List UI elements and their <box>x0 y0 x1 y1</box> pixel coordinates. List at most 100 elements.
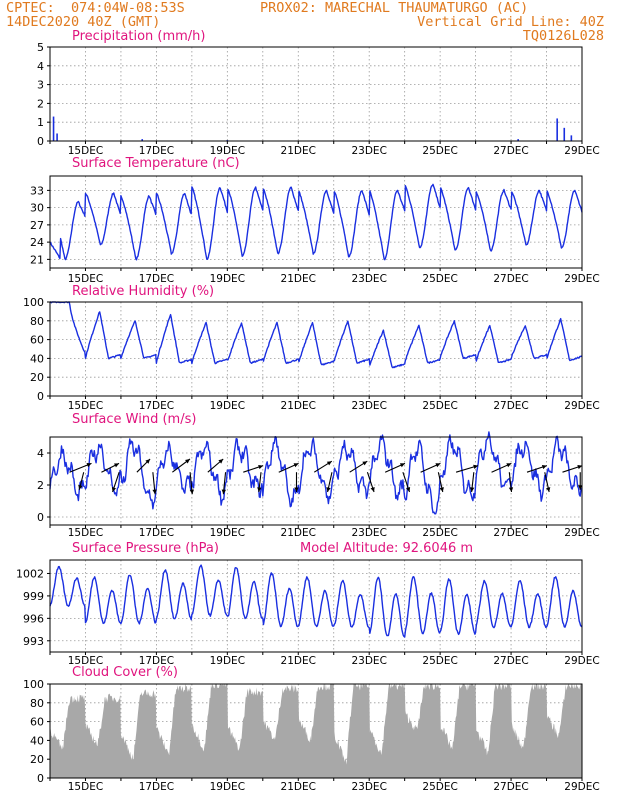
temperature-line <box>49 183 583 261</box>
x-tick-label: 19DEC <box>210 145 245 157</box>
wind-arrow-head <box>439 487 444 492</box>
y-tick-label: 60 <box>30 716 44 729</box>
precip-bar <box>563 127 566 141</box>
x-tick-label: 21DEC <box>281 145 316 157</box>
x-tick-label: 29DEC <box>564 273 599 285</box>
x-tick-label: 21DEC <box>281 273 316 285</box>
panel-frame <box>49 175 583 269</box>
x-tick-label: 25DEC <box>422 400 457 412</box>
wind-arrow-head <box>258 464 264 470</box>
x-tick-label: 27DEC <box>493 273 528 285</box>
wind-arrow-head <box>152 489 157 495</box>
y-tick-label: 21 <box>30 253 44 266</box>
y-tick-label: 5 <box>37 41 44 54</box>
precip-bar <box>56 133 58 141</box>
y-tick-label: 4 <box>37 447 44 460</box>
wind-arrow-head <box>145 459 151 464</box>
y-tick-label: 0 <box>37 135 44 148</box>
y-tick-label: 24 <box>30 236 44 249</box>
wind-arrow-head <box>189 489 195 495</box>
wind-arrow-head <box>294 487 299 492</box>
panel-frame <box>49 46 583 142</box>
wind-arrow-head <box>218 459 224 464</box>
x-tick-label: 17DEC <box>139 655 174 667</box>
wind-arrow-head <box>326 487 331 492</box>
x-tick-label: 19DEC <box>210 400 245 412</box>
x-tick-label: 17DEC <box>139 400 174 412</box>
x-tick-label: 23DEC <box>351 400 386 412</box>
panel-title: Surface Temperature (nC) <box>72 156 240 171</box>
panel-frame <box>49 683 583 779</box>
x-tick-label: 25DEC <box>422 145 457 157</box>
y-tick-label: 40 <box>30 734 44 747</box>
y-tick-label: 100 <box>23 296 44 309</box>
y-tick-label: 80 <box>30 697 44 710</box>
x-tick-label: 17DEC <box>139 527 174 539</box>
panel-frame <box>49 301 583 397</box>
panel-title: Cloud Cover (%) <box>72 665 178 680</box>
wind-arrow-head <box>370 487 375 492</box>
panel-title: Precipitation (mm/h) <box>72 29 205 44</box>
y-tick-label: 20 <box>30 371 44 384</box>
x-tick-label: 19DEC <box>210 527 245 539</box>
x-tick-label: 21DEC <box>281 527 316 539</box>
wind-arrow-head <box>78 484 83 490</box>
wind-arrow-head <box>578 485 583 490</box>
x-tick-label: 29DEC <box>564 527 599 539</box>
wind-arrow-head <box>257 487 262 492</box>
x-tick-label: 15DEC <box>68 273 103 285</box>
y-tick-label: 30 <box>30 202 44 215</box>
x-tick-label: 29DEC <box>564 145 599 157</box>
x-tick-label: 17DEC <box>139 781 174 793</box>
panel-title: Surface Wind (m/s) <box>72 412 196 427</box>
x-tick-label: 29DEC <box>564 400 599 412</box>
x-tick-label: 29DEC <box>564 781 599 793</box>
x-tick-label: 15DEC <box>68 527 103 539</box>
wind-arrow-head <box>326 461 332 466</box>
precip-bar <box>556 118 558 141</box>
cloud-cover-area <box>50 684 582 778</box>
wind-arrow-head <box>399 463 405 468</box>
wind-arrow-head <box>508 487 514 492</box>
y-tick-label: 2 <box>37 479 44 492</box>
wind-arrow-head <box>86 463 92 468</box>
wind-arrow-head <box>185 459 190 464</box>
wind-arrow-head <box>473 464 479 469</box>
y-tick-label: 0 <box>37 511 44 524</box>
y-tick-label: 33 <box>30 184 44 197</box>
wind-arrow-head <box>546 487 551 492</box>
x-tick-label: 23DEC <box>351 527 386 539</box>
x-tick-label: 23DEC <box>351 273 386 285</box>
wind-arrow-head <box>362 461 368 466</box>
x-tick-label: 17DEC <box>139 273 174 285</box>
model-altitude-label: Model Altitude: 92.6046 m <box>300 541 473 556</box>
x-tick-label: 27DEC <box>493 527 528 539</box>
header-location: PROX02: MARECHAL THAUMATURGO (AC) <box>260 0 529 16</box>
y-tick-label: 60 <box>30 334 44 347</box>
header-station: CPTEC: 074:04W-08:53S <box>6 0 185 16</box>
x-tick-label: 21DEC <box>281 781 316 793</box>
wind-arrow-head <box>435 463 441 468</box>
header-model-id: TQ0126L028 <box>522 28 604 44</box>
wind-arrow-head <box>114 463 120 468</box>
y-tick-label: 996 <box>23 612 44 625</box>
humidity-line <box>50 301 583 369</box>
x-tick-label: 27DEC <box>493 655 528 667</box>
x-tick-label: 23DEC <box>351 145 386 157</box>
precip-bar <box>570 135 573 141</box>
y-tick-label: 100 <box>23 678 44 691</box>
y-tick-label: 2 <box>37 97 44 110</box>
y-tick-label: 20 <box>30 753 44 766</box>
x-tick-label: 25DEC <box>422 273 457 285</box>
y-tick-label: 1 <box>37 116 44 129</box>
y-tick-label: 0 <box>37 772 44 785</box>
x-tick-label: 15DEC <box>68 145 103 157</box>
header-grid-line: Vertical Grid Line: 40Z <box>417 14 604 30</box>
wind-arrow-head <box>406 487 411 492</box>
x-tick-label: 17DEC <box>139 145 174 157</box>
panel-title: Surface Pressure (hPa) <box>72 541 219 556</box>
y-tick-label: 40 <box>30 352 44 365</box>
x-tick-label: 25DEC <box>422 781 457 793</box>
y-tick-label: 1002 <box>16 567 44 580</box>
wind-arrow-head <box>293 463 299 468</box>
